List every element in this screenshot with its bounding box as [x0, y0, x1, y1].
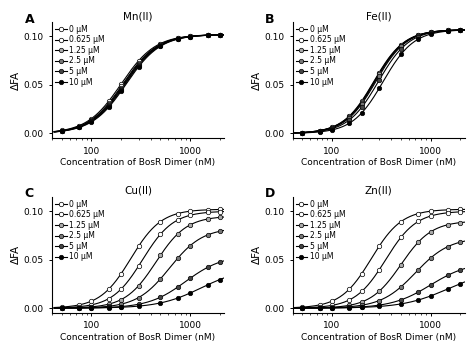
Y-axis label: ΔFA: ΔFA [11, 71, 21, 90]
Text: A: A [25, 12, 34, 25]
X-axis label: Concentration of BosR Dimer (nM): Concentration of BosR Dimer (nM) [301, 333, 456, 342]
Y-axis label: ΔFA: ΔFA [252, 245, 262, 264]
Text: D: D [265, 187, 275, 200]
Y-axis label: ΔFA: ΔFA [11, 245, 21, 264]
Title: Fe(II): Fe(II) [366, 11, 392, 21]
X-axis label: Concentration of BosR Dimer (nM): Concentration of BosR Dimer (nM) [61, 333, 216, 342]
Legend: 0 μM, 0.625 μM, 1.25 μM, 2.5 μM, 5 μM, 10 μM: 0 μM, 0.625 μM, 1.25 μM, 2.5 μM, 5 μM, 1… [295, 199, 346, 262]
Title: Zn(II): Zn(II) [365, 186, 392, 196]
Title: Mn(II): Mn(II) [123, 11, 153, 21]
Legend: 0 μM, 0.625 μM, 1.25 μM, 2.5 μM, 5 μM, 10 μM: 0 μM, 0.625 μM, 1.25 μM, 2.5 μM, 5 μM, 1… [55, 199, 105, 262]
X-axis label: Concentration of BosR Dimer (nM): Concentration of BosR Dimer (nM) [61, 158, 216, 167]
X-axis label: Concentration of BosR Dimer (nM): Concentration of BosR Dimer (nM) [301, 158, 456, 167]
Legend: 0 μM, 0.625 μM, 1.25 μM, 2.5 μM, 5 μM, 10 μM: 0 μM, 0.625 μM, 1.25 μM, 2.5 μM, 5 μM, 1… [295, 24, 346, 87]
Text: B: B [265, 12, 275, 25]
Legend: 0 μM, 0.625 μM, 1.25 μM, 2.5 μM, 5 μM, 10 μM: 0 μM, 0.625 μM, 1.25 μM, 2.5 μM, 5 μM, 1… [55, 24, 105, 87]
Title: Cu(II): Cu(II) [124, 186, 152, 196]
Text: C: C [25, 187, 34, 200]
Y-axis label: ΔFA: ΔFA [252, 71, 262, 90]
